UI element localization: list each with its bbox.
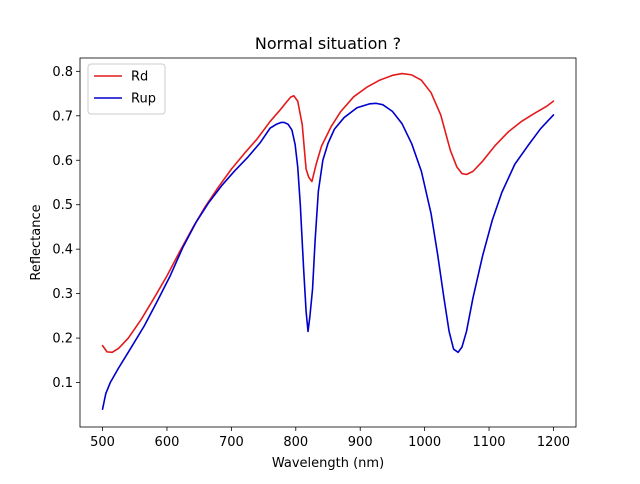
legend-label-rd: Rd (131, 70, 148, 85)
plot-frame (79, 57, 577, 428)
legend-label-rup: Rup (131, 92, 156, 107)
y-tick-label: 0.6 (52, 154, 73, 169)
series-group (101, 72, 555, 411)
chart-title: Normal situation ? (255, 34, 401, 53)
x-tick-label: 600 (155, 435, 180, 450)
x-tick-label: 1200 (537, 435, 570, 450)
y-tick-label: 0.1 (52, 376, 73, 391)
x-tick-label: 800 (283, 435, 308, 450)
y-axis-ticks: 0.1 0.2 0.3 0.4 0.5 0.6 0.7 0.8 (52, 65, 80, 391)
x-axis-label: Wavelength (nm) (272, 456, 384, 471)
x-tick-label: 900 (348, 435, 373, 450)
y-tick-label: 0.4 (52, 243, 73, 258)
legend: Rd Rup (87, 63, 166, 115)
y-tick-label: 0.2 (52, 332, 73, 347)
series-line-rup (101, 102, 555, 411)
y-tick-label: 0.7 (52, 109, 73, 124)
x-axis-ticks: 500 600 700 800 900 1000 1100 1200 (90, 427, 570, 450)
x-tick-label: 500 (90, 435, 115, 450)
y-axis-label: Reflectance (29, 204, 44, 280)
y-tick-label: 0.8 (52, 65, 73, 80)
x-tick-label: 1100 (472, 435, 505, 450)
legend-box (87, 63, 166, 115)
y-tick-label: 0.5 (52, 198, 73, 213)
x-tick-label: 700 (219, 435, 244, 450)
y-tick-label: 0.3 (52, 287, 73, 302)
x-tick-label: 1000 (408, 435, 441, 450)
